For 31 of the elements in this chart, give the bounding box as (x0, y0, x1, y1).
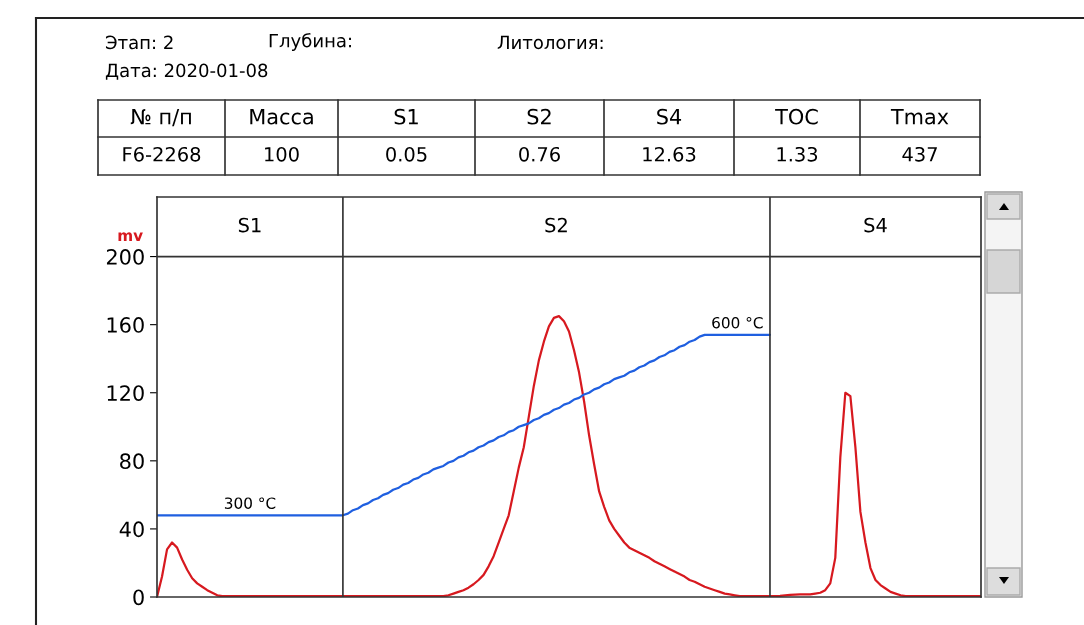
text: 100 (265, 146, 299, 162)
y-axis-title: mv (118, 232, 143, 241)
text: Литология: (497, 35, 603, 50)
text: F6-2268 (123, 146, 201, 162)
y-tick-label: 40 (119, 521, 144, 538)
y-tick-label: 0 (133, 589, 144, 606)
y-tick-label: 200 (106, 249, 144, 265)
annotation: S2 (545, 217, 567, 233)
text: Масса (250, 109, 313, 125)
y-tick-label: 80 (120, 453, 144, 470)
text: 1.33 (777, 146, 818, 162)
y-tick-label: 120 (107, 385, 144, 401)
text: S2 (527, 108, 551, 125)
text: Дата: 2020-01-08 (105, 63, 268, 80)
y-tick-label: 160 (107, 317, 144, 333)
text: 12.63 (643, 146, 696, 162)
text: Tmax (890, 109, 949, 125)
text: S4 (657, 108, 682, 125)
text: 437 (902, 146, 937, 162)
text: 0.05 (386, 146, 427, 162)
annotation: 300 °C (224, 497, 276, 509)
text: Этап: 2 (105, 35, 173, 50)
text: TOC (775, 108, 818, 125)
line-series (157, 333, 772, 517)
text: № п/п (130, 109, 191, 127)
text: Глубина: (269, 33, 351, 51)
annotation: S1 (238, 217, 261, 233)
annotation: S4 (864, 217, 887, 233)
text: 0.76 (519, 146, 560, 162)
annotation: 600 °C (712, 316, 763, 329)
text: S1 (394, 108, 418, 125)
